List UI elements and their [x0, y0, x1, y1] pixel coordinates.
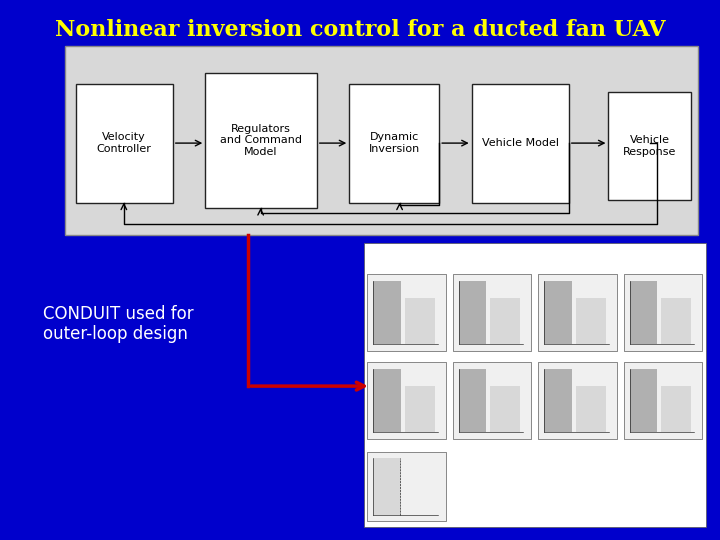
- Bar: [349, 84, 439, 202]
- Bar: [576, 298, 606, 344]
- Text: Vehicle Model: Vehicle Model: [482, 138, 559, 148]
- Bar: [205, 73, 317, 208]
- Bar: [544, 281, 572, 344]
- Bar: [405, 298, 435, 344]
- Text: Dynamic
Inversion: Dynamic Inversion: [369, 132, 420, 154]
- Bar: [367, 362, 446, 438]
- Bar: [538, 274, 616, 351]
- Bar: [538, 362, 616, 438]
- Text: CONDUIT used for
outer-loop design: CONDUIT used for outer-loop design: [43, 305, 194, 343]
- Bar: [364, 243, 706, 526]
- Bar: [544, 369, 572, 431]
- Text: Regulators
and Command
Model: Regulators and Command Model: [220, 124, 302, 157]
- Bar: [374, 281, 401, 344]
- Bar: [490, 298, 520, 344]
- Bar: [624, 362, 702, 438]
- Bar: [453, 362, 531, 438]
- Bar: [630, 369, 657, 431]
- Bar: [367, 452, 446, 521]
- Bar: [661, 298, 691, 344]
- Bar: [374, 369, 401, 431]
- Bar: [490, 386, 520, 431]
- Text: Vehicle
Response: Vehicle Response: [623, 135, 677, 157]
- Bar: [65, 46, 698, 235]
- Bar: [576, 386, 606, 431]
- Bar: [459, 369, 487, 431]
- Bar: [76, 84, 173, 202]
- Bar: [374, 458, 401, 515]
- Bar: [405, 386, 435, 431]
- Bar: [661, 386, 691, 431]
- Bar: [472, 84, 569, 202]
- Bar: [453, 274, 531, 351]
- Bar: [630, 281, 657, 344]
- Bar: [367, 274, 446, 351]
- Text: Nonlinear inversion control for a ducted fan UAV: Nonlinear inversion control for a ducted…: [55, 19, 665, 40]
- Bar: [459, 281, 487, 344]
- Bar: [624, 274, 702, 351]
- Bar: [608, 92, 691, 200]
- Text: Velocity
Controller: Velocity Controller: [96, 132, 152, 154]
